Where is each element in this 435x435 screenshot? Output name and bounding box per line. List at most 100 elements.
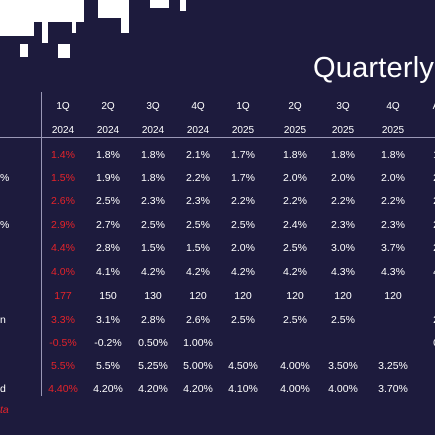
column-header-year: 2025 xyxy=(381,125,405,136)
table-cell: 2 xyxy=(406,172,435,184)
table-cell: 120 xyxy=(286,290,304,302)
decorative-block xyxy=(42,22,48,43)
table-cell: 2.2% xyxy=(381,195,405,207)
column-header-quarter: 2Q xyxy=(101,101,115,112)
decorative-block xyxy=(20,44,28,57)
table-cell-actual: -0.5% xyxy=(49,337,77,349)
column-header-year: 2024 xyxy=(186,125,210,136)
table-cell: 0 xyxy=(406,337,435,349)
decorative-block xyxy=(0,22,34,36)
table-cell: 1.8% xyxy=(283,149,307,161)
table-cell: 4.00% xyxy=(280,360,310,372)
table-cell: 1.9% xyxy=(96,172,120,184)
table-cell: 4.10% xyxy=(228,383,258,395)
row-label: d xyxy=(0,383,6,395)
column-header-quarter: 1Q xyxy=(56,101,70,112)
table-cell: 5.25% xyxy=(138,360,168,372)
table-cell: 2.3% xyxy=(331,219,355,231)
table-cell: 2.6% xyxy=(186,314,210,326)
decorative-block xyxy=(58,44,70,58)
footnote: ta xyxy=(0,404,9,416)
row-label: % xyxy=(0,172,10,184)
table-cell: 4.3% xyxy=(331,266,355,278)
decorative-block xyxy=(72,22,76,33)
table-cell: 2.5% xyxy=(96,195,120,207)
table-cell: 120 xyxy=(334,290,352,302)
table-cell: 1.8% xyxy=(141,149,165,161)
table-cell: 4.50% xyxy=(228,360,258,372)
table-cell: 1.8% xyxy=(141,172,165,184)
table-cell: 4.2% xyxy=(231,266,255,278)
column-header-year: 2024 xyxy=(96,125,120,136)
table-cell: 120 xyxy=(384,290,402,302)
decorative-block xyxy=(150,0,169,8)
table-cell: 120 xyxy=(189,290,207,302)
table-cell: 0.50% xyxy=(138,337,168,349)
column-header-quarter: 4Q xyxy=(386,101,400,112)
table-cell: 5.00% xyxy=(183,360,213,372)
column-divider xyxy=(41,92,42,396)
table-cell: 2.3% xyxy=(381,219,405,231)
table-cell: 2.8% xyxy=(96,242,120,254)
table-cell: 2 xyxy=(406,242,435,254)
table-cell: 2.5% xyxy=(331,314,355,326)
table-cell: 3.1% xyxy=(96,314,120,326)
table-cell: 2.2% xyxy=(186,172,210,184)
table-cell-actual: 2.6% xyxy=(51,195,75,207)
column-header-year: 2024 xyxy=(51,125,75,136)
table-cell: 2.5% xyxy=(231,314,255,326)
column-header-year: 2025 xyxy=(231,125,255,136)
table-cell: 2.2% xyxy=(331,195,355,207)
table-cell-actual: 177 xyxy=(54,290,72,302)
table-cell: 1.8% xyxy=(331,149,355,161)
column-header-quarter: 3Q xyxy=(146,101,160,112)
table-cell: 1 xyxy=(406,149,435,161)
table-cell: 2.5% xyxy=(141,219,165,231)
table-cell: 4.1% xyxy=(96,266,120,278)
table-cell: 2.7% xyxy=(96,219,120,231)
table-cell: 2.0% xyxy=(381,172,405,184)
column-header-year: 2024 xyxy=(141,125,165,136)
table-cell: 4.2% xyxy=(186,266,210,278)
table-cell: 3.7% xyxy=(381,242,405,254)
table-cell: 4.2% xyxy=(283,266,307,278)
decorative-block xyxy=(0,0,84,22)
row-label: n xyxy=(0,314,6,326)
page-title: Quarterly xyxy=(313,52,435,84)
table-cell: 2.8% xyxy=(141,314,165,326)
table-cell: 130 xyxy=(144,290,162,302)
table-cell: 3.50% xyxy=(328,360,358,372)
table-cell: 4 xyxy=(406,266,435,278)
table-cell: 1.5% xyxy=(186,242,210,254)
table-cell: 2.3% xyxy=(186,195,210,207)
column-header-year: 2025 xyxy=(283,125,307,136)
table-cell: 2.5% xyxy=(186,219,210,231)
table-cell: 4.00% xyxy=(280,383,310,395)
table-cell: 2.1% xyxy=(186,149,210,161)
row-label: % xyxy=(0,219,10,231)
table-cell: 120 xyxy=(234,290,252,302)
table-cell: 4.20% xyxy=(183,383,213,395)
table-cell: 2.4% xyxy=(283,219,307,231)
table-cell: 4.00% xyxy=(328,383,358,395)
header-divider xyxy=(0,137,435,138)
column-header-quarter: A xyxy=(406,101,435,112)
table-cell: 1.5% xyxy=(141,242,165,254)
table-cell: 4.20% xyxy=(93,383,123,395)
table-cell: 3.0% xyxy=(331,242,355,254)
table-cell: 2.5% xyxy=(283,314,307,326)
table-cell: 4.2% xyxy=(141,266,165,278)
table-cell-actual: 4.40% xyxy=(48,383,78,395)
table-cell-actual: 4.0% xyxy=(51,266,75,278)
table-cell: 1.7% xyxy=(231,149,255,161)
table-cell: 2.0% xyxy=(283,172,307,184)
table-cell-actual: 1.4% xyxy=(51,149,75,161)
table-cell: 4.3% xyxy=(381,266,405,278)
table-cell: 2.0% xyxy=(331,172,355,184)
table-cell: 2.3% xyxy=(141,195,165,207)
table-cell: 1.8% xyxy=(96,149,120,161)
table-cell: 2.5% xyxy=(283,242,307,254)
table-cell-actual: 4.4% xyxy=(51,242,75,254)
table-cell: 3.25% xyxy=(378,360,408,372)
table-cell-actual: 3.3% xyxy=(51,314,75,326)
